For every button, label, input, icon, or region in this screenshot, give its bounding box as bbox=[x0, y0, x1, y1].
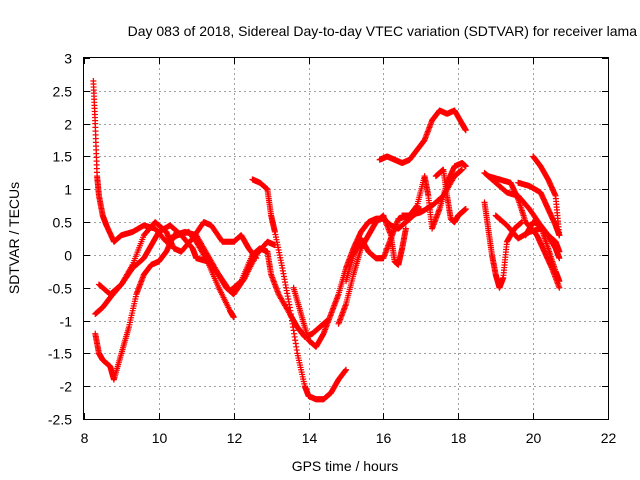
y-tick-label: -0.5 bbox=[48, 281, 72, 297]
data-point bbox=[459, 166, 466, 173]
data-point bbox=[343, 366, 349, 373]
y-tick-label: 1 bbox=[64, 182, 72, 198]
y-tick-label: 1.5 bbox=[53, 149, 73, 165]
chart-title: Day 083 of 2018, Sidereal Day-to-day VTE… bbox=[128, 23, 638, 39]
series-track-18 bbox=[515, 179, 563, 239]
y-axis-label: SDTVAR / TECUs bbox=[6, 182, 22, 294]
x-tick-label: 12 bbox=[227, 430, 243, 446]
data-point bbox=[253, 255, 260, 262]
y-tick-label: 2 bbox=[64, 117, 72, 133]
data-point bbox=[556, 255, 563, 262]
series-track-9 bbox=[376, 107, 469, 167]
data-point bbox=[556, 232, 563, 239]
data-points bbox=[90, 77, 563, 403]
y-axis-ticks: -2.5 -2 -1.5 -1 -0.5 0 0.5 1 1.5 2 2.5 3 bbox=[48, 51, 608, 428]
data-point bbox=[462, 163, 469, 170]
series-track-4 bbox=[95, 219, 260, 298]
x-tick-label: 20 bbox=[526, 430, 542, 446]
series-track-5 bbox=[249, 176, 349, 403]
y-tick-label: -2 bbox=[60, 379, 73, 395]
y-tick-label: 0 bbox=[64, 248, 72, 264]
y-tick-label: 2.5 bbox=[53, 84, 73, 100]
series-track-11 bbox=[432, 166, 469, 226]
data-point bbox=[556, 284, 563, 291]
series-track-17 bbox=[530, 153, 563, 239]
x-tick-label: 18 bbox=[451, 430, 467, 446]
data-point bbox=[462, 127, 469, 134]
data-point bbox=[462, 205, 469, 212]
series-track-1 bbox=[90, 77, 237, 321]
series-track-12 bbox=[481, 199, 525, 291]
y-tick-label: -1.5 bbox=[48, 346, 72, 362]
data-point bbox=[230, 314, 237, 321]
series-track-8 bbox=[343, 166, 466, 285]
y-tick-label: 3 bbox=[64, 51, 72, 67]
x-tick-label: 10 bbox=[152, 430, 168, 446]
data-point bbox=[402, 225, 409, 232]
data-point bbox=[556, 278, 563, 285]
x-tick-label: 16 bbox=[376, 430, 392, 446]
series-track-16 bbox=[522, 219, 563, 285]
series-track-6 bbox=[290, 205, 424, 350]
y-tick-label: -1 bbox=[60, 314, 73, 330]
plot-frame bbox=[83, 57, 609, 420]
y-tick-label: -2.5 bbox=[48, 412, 72, 428]
x-tick-label: 14 bbox=[302, 430, 318, 446]
y-tick-label: 0.5 bbox=[53, 215, 73, 231]
x-tick-label: 8 bbox=[81, 430, 89, 446]
data-point bbox=[556, 248, 563, 255]
x-axis-label: GPS time / hours bbox=[292, 458, 399, 474]
series-track-3 bbox=[92, 228, 278, 383]
x-axis-ticks: 8 10 12 14 16 18 20 22 bbox=[81, 58, 617, 446]
x-tick-label: 22 bbox=[601, 430, 617, 446]
